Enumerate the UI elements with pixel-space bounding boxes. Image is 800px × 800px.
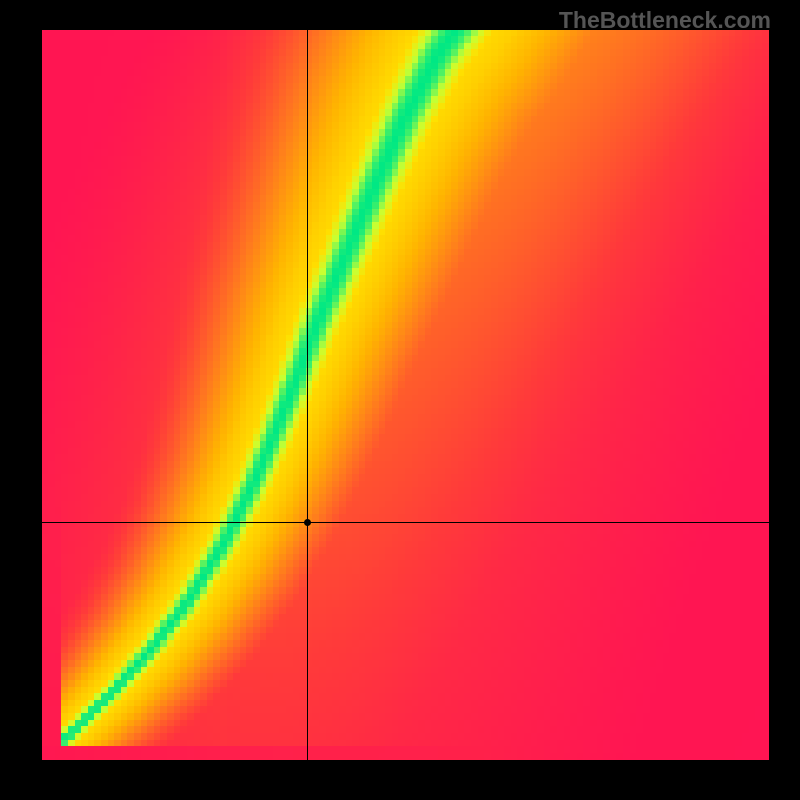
bottleneck-heatmap — [42, 30, 769, 760]
crosshair-vertical — [307, 30, 308, 760]
crosshair-horizontal — [42, 522, 769, 523]
watermark-label: TheBottleneck.com — [559, 7, 771, 34]
chart-container: TheBottleneck.com — [0, 0, 800, 800]
